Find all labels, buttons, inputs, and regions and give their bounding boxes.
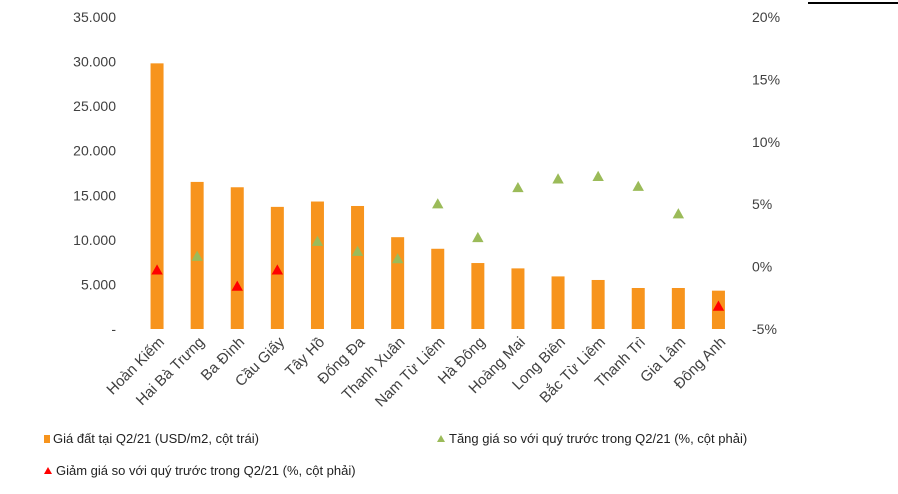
- decrease-marker: [231, 280, 243, 291]
- legend-item-bar: Giá đất tại Q2/21 (USD/m2, cột trái): [44, 431, 259, 446]
- decrease-marker: [151, 264, 163, 275]
- increase-marker: [432, 198, 444, 209]
- legend-down-triangle-icon: [44, 467, 52, 474]
- right-axis-tick-label: 10%: [752, 134, 780, 150]
- increase-marker: [592, 170, 604, 181]
- left-axis-tick-label: 35.000: [73, 9, 116, 25]
- bar: [591, 279, 605, 329]
- increase-marker: [191, 250, 203, 261]
- increase-marker: [672, 208, 685, 219]
- left-axis-tick-label: 30.000: [73, 54, 116, 70]
- bar: [431, 248, 445, 329]
- decrease-marker: [712, 300, 725, 311]
- bar: [551, 276, 565, 329]
- right-axis-tick-label: -5%: [752, 321, 777, 337]
- bar: [230, 187, 244, 329]
- right-axis-tick-label: 20%: [752, 9, 780, 25]
- increase-marker: [391, 253, 404, 264]
- legend-item-up: Tăng giá so với quý trước trong Q2/21 (%…: [437, 431, 747, 446]
- right-axis-tick-label: 15%: [752, 71, 780, 87]
- legend-label-bar: Giá đất tại Q2/21 (USD/m2, cột trái): [53, 431, 259, 446]
- bar: [391, 237, 405, 329]
- legend-label-up: Tăng giá so với quý trước trong Q2/21 (%…: [449, 431, 748, 446]
- increase-marker: [552, 173, 564, 184]
- chart-plot: - 5.000 10.000 15.000 20.000 25.000 30.000 35.0…: [73, 9, 780, 410]
- increase-marker: [512, 181, 524, 193]
- bar: [471, 263, 485, 329]
- increase-marker: [311, 235, 324, 246]
- decrease-marker: [271, 264, 284, 275]
- increase-marker: [472, 231, 484, 243]
- left-axis-tick-label: 25.000: [73, 98, 116, 114]
- bar: [671, 287, 685, 329]
- left-axis-tick-label: 15.000: [73, 187, 116, 203]
- increase-marker: [632, 180, 644, 191]
- bar: [511, 268, 525, 329]
- left-axis-tick-label: 10.000: [73, 232, 116, 248]
- bar: [631, 287, 645, 329]
- right-axis-tick-label: 0%: [752, 259, 772, 275]
- right-axis-tick-label: 5%: [752, 196, 772, 212]
- legend-label-down: Giảm giá so với quý trước trong Q2/21 (%…: [56, 463, 356, 478]
- bar: [310, 201, 324, 329]
- top-rule: [808, 2, 898, 4]
- bar: [150, 63, 164, 330]
- legend-bar-swatch: [44, 434, 50, 443]
- increase-marker: [351, 245, 364, 256]
- left-axis-tick-label: -: [111, 321, 116, 337]
- legend-up-triangle-icon: [437, 435, 445, 442]
- left-axis-tick-label: 20.000: [73, 143, 116, 159]
- legend-item-down: Giảm giá so với quý trước trong Q2/21 (%…: [44, 463, 356, 478]
- left-axis-tick-label: 5.000: [81, 276, 116, 292]
- bar: [351, 205, 365, 329]
